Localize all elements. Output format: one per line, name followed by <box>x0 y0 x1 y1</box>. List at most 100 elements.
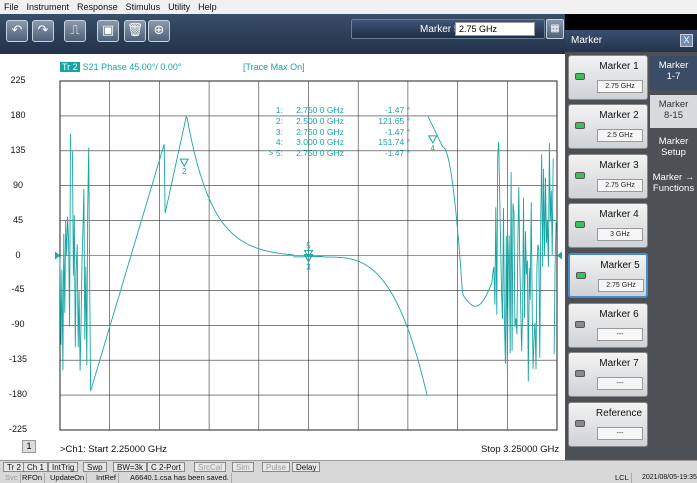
marker-2-button[interactable]: Marker 2 2.5 GHz <box>568 104 648 149</box>
menu-stimulus[interactable]: Stimulus <box>126 2 161 12</box>
marker-readout-freq: 3.000 0 GHz <box>285 137 355 148</box>
marker-toggle-led[interactable] <box>575 321 585 328</box>
y-tick-label: 0 <box>0 250 36 260</box>
chart-area[interactable]: 1 2 3 4 5 Tr 2 S21 Phase 45.00°/ 0.00° [Trace… <box>0 54 565 460</box>
status-row2-item: Svc <box>3 473 21 483</box>
active-marker-field[interactable]: Marker 5 2.75 GHz <box>351 19 545 39</box>
marker-toggle-led[interactable] <box>575 420 585 427</box>
menu-response[interactable]: Response <box>77 2 118 12</box>
marker-toggle-led[interactable] <box>575 221 585 228</box>
stop-frequency-label: Stop 3.25000 GHz <box>481 444 559 455</box>
status-inttrig[interactable]: IntTrig <box>48 462 78 472</box>
marker-name: Marker 7 <box>591 358 647 369</box>
status-bw-3k[interactable]: BW=3k <box>113 462 147 472</box>
tab-label-line: Marker <box>650 60 697 71</box>
reference-level-right-icon <box>557 252 562 260</box>
marker-readout-row: 1: 2.750 0 GHz -1.47 ° <box>255 105 410 116</box>
menu-file[interactable]: File <box>4 2 19 12</box>
marker-readout-value: -1.47 ° <box>355 127 410 138</box>
status-datetime: 2021/08/05-19:35 <box>640 473 697 483</box>
marker-name: Marker 4 <box>591 209 647 220</box>
redo-icon[interactable]: ↷ <box>32 20 54 42</box>
menu-instrument[interactable]: Instrument <box>27 2 70 12</box>
trace-tag[interactable]: Tr 2 <box>60 62 80 72</box>
tab-label-line: Marker → <box>650 172 697 183</box>
marker-3-label: 3 <box>306 263 311 272</box>
keypad-icon[interactable]: ▦ <box>546 19 564 39</box>
status-sim[interactable]: Sim <box>232 462 254 472</box>
marker-toggle-led[interactable] <box>576 272 586 279</box>
status-ch-1[interactable]: Ch 1 <box>23 462 48 472</box>
status-swp[interactable]: Swp <box>83 462 107 472</box>
tab-marker-8-15[interactable]: Marker 8-15 <box>650 95 697 128</box>
close-icon[interactable]: X <box>680 34 693 47</box>
status-srccal[interactable]: SrcCal <box>194 462 226 472</box>
marker-value-field[interactable]: 3 GHz <box>597 228 643 241</box>
reference-marker-button[interactable]: Reference --- <box>568 402 648 447</box>
channel-number[interactable]: 1 <box>22 440 36 453</box>
tab-marker-functions[interactable]: Marker → Functions <box>650 168 697 196</box>
marker-readout-value: -1.47 ° <box>355 105 410 116</box>
marker-value-field[interactable]: 2.75 GHz <box>597 80 643 93</box>
marker-value-field[interactable]: 2.75 GHz <box>598 279 644 292</box>
marker-readout-row: 3: 2.750 0 GHz -1.47 ° <box>255 127 410 138</box>
trace-title: S21 Phase 45.00°/ 0.00° <box>83 62 182 72</box>
marker-1-button[interactable]: Marker 1 2.75 GHz <box>568 55 648 100</box>
marker-5-button[interactable]: Marker 5 2.75 GHz <box>568 253 648 298</box>
marker-value-field[interactable]: 2.5 GHz <box>597 129 643 142</box>
marker-readout-freq: 2.750 0 GHz <box>285 148 355 159</box>
y-tick-label: -90 <box>0 319 36 329</box>
marker-readout-row: 2: 2.500 0 GHz 121.65 ° <box>255 116 410 127</box>
marker-readout-value: 121.65 ° <box>355 116 410 127</box>
marker-2-label: 2 <box>182 167 187 176</box>
marker-6-button[interactable]: Marker 6 --- <box>568 303 648 348</box>
marker-4-label: 4 <box>431 144 436 153</box>
y-tick-label: -135 <box>0 354 36 364</box>
tab-label-line: Functions <box>650 183 697 194</box>
marker-readout-freq: 2.750 0 GHz <box>285 127 355 138</box>
marker-toggle-led[interactable] <box>575 122 585 129</box>
tab-marker-1-7[interactable]: Marker 1-7 <box>650 56 697 90</box>
status-c-2-port[interactable]: C 2-Port <box>147 462 185 472</box>
active-marker-value-input[interactable]: 2.75 GHz <box>455 22 535 36</box>
y-tick-label: 180 <box>0 110 36 120</box>
menu-help[interactable]: Help <box>198 2 217 12</box>
marker-value-field[interactable]: 2.75 GHz <box>597 179 643 192</box>
marker-value-field[interactable]: --- <box>597 328 643 341</box>
status-pulse[interactable]: Pulse <box>262 462 290 472</box>
trace-header: Tr 2 S21 Phase 45.00°/ 0.00° [Trace Max O… <box>60 62 181 72</box>
marker-name: Marker 2 <box>591 110 647 121</box>
marker-7-button[interactable]: Marker 7 --- <box>568 352 648 397</box>
marker-toggle-led[interactable] <box>575 73 585 80</box>
marker-toggle-led[interactable] <box>575 172 585 179</box>
marker-value-field[interactable]: --- <box>597 427 643 440</box>
marker-readout-id: 3: <box>255 127 285 138</box>
active-marker-label: Marker 5 <box>420 24 459 35</box>
marker-4-button[interactable]: Marker 4 3 GHz <box>568 203 648 248</box>
reference-level-left-icon <box>55 252 60 260</box>
start-frequency-label: >Ch1: Start 2.25000 GHz <box>60 444 167 455</box>
status-row2-item: UpdateOn <box>48 473 87 483</box>
y-tick-label: 225 <box>0 75 36 85</box>
marker-name: Marker 6 <box>591 309 647 320</box>
marker-search-icon[interactable]: ⎍ <box>64 20 86 42</box>
menu-utility[interactable]: Utility <box>168 2 190 12</box>
y-tick-label: 90 <box>0 180 36 190</box>
marker-toggle-led[interactable] <box>575 370 585 377</box>
marker-readout-row: 4: 3.000 0 GHz 151.74 ° <box>255 137 410 148</box>
tab-marker-setup[interactable]: Marker Setup <box>650 132 697 163</box>
zoom-icon[interactable]: ⊕ <box>148 20 170 42</box>
status-tr-2[interactable]: Tr 2 <box>3 462 25 472</box>
menu-bar: File Instrument Response Stimulus Utility Hel… <box>0 0 697 14</box>
status-delay[interactable]: Delay <box>292 462 320 472</box>
trash-icon[interactable]: 🗑 <box>124 20 146 42</box>
autoscale-icon[interactable]: ▣ <box>97 20 119 42</box>
marker-5-label: 5 <box>306 242 311 251</box>
marker-3-button[interactable]: Marker 3 2.75 GHz <box>568 154 648 199</box>
marker-readout-table: 1: 2.750 0 GHz -1.47 ° 2: 2.500 0 GHz 121.65 … <box>255 105 410 159</box>
marker-readout-freq: 2.500 0 GHz <box>285 116 355 127</box>
undo-icon[interactable]: ↶ <box>6 20 28 42</box>
marker-value-field[interactable]: --- <box>597 377 643 390</box>
tab-label-line: Marker <box>650 99 697 110</box>
marker-name: Marker 5 <box>592 260 648 271</box>
